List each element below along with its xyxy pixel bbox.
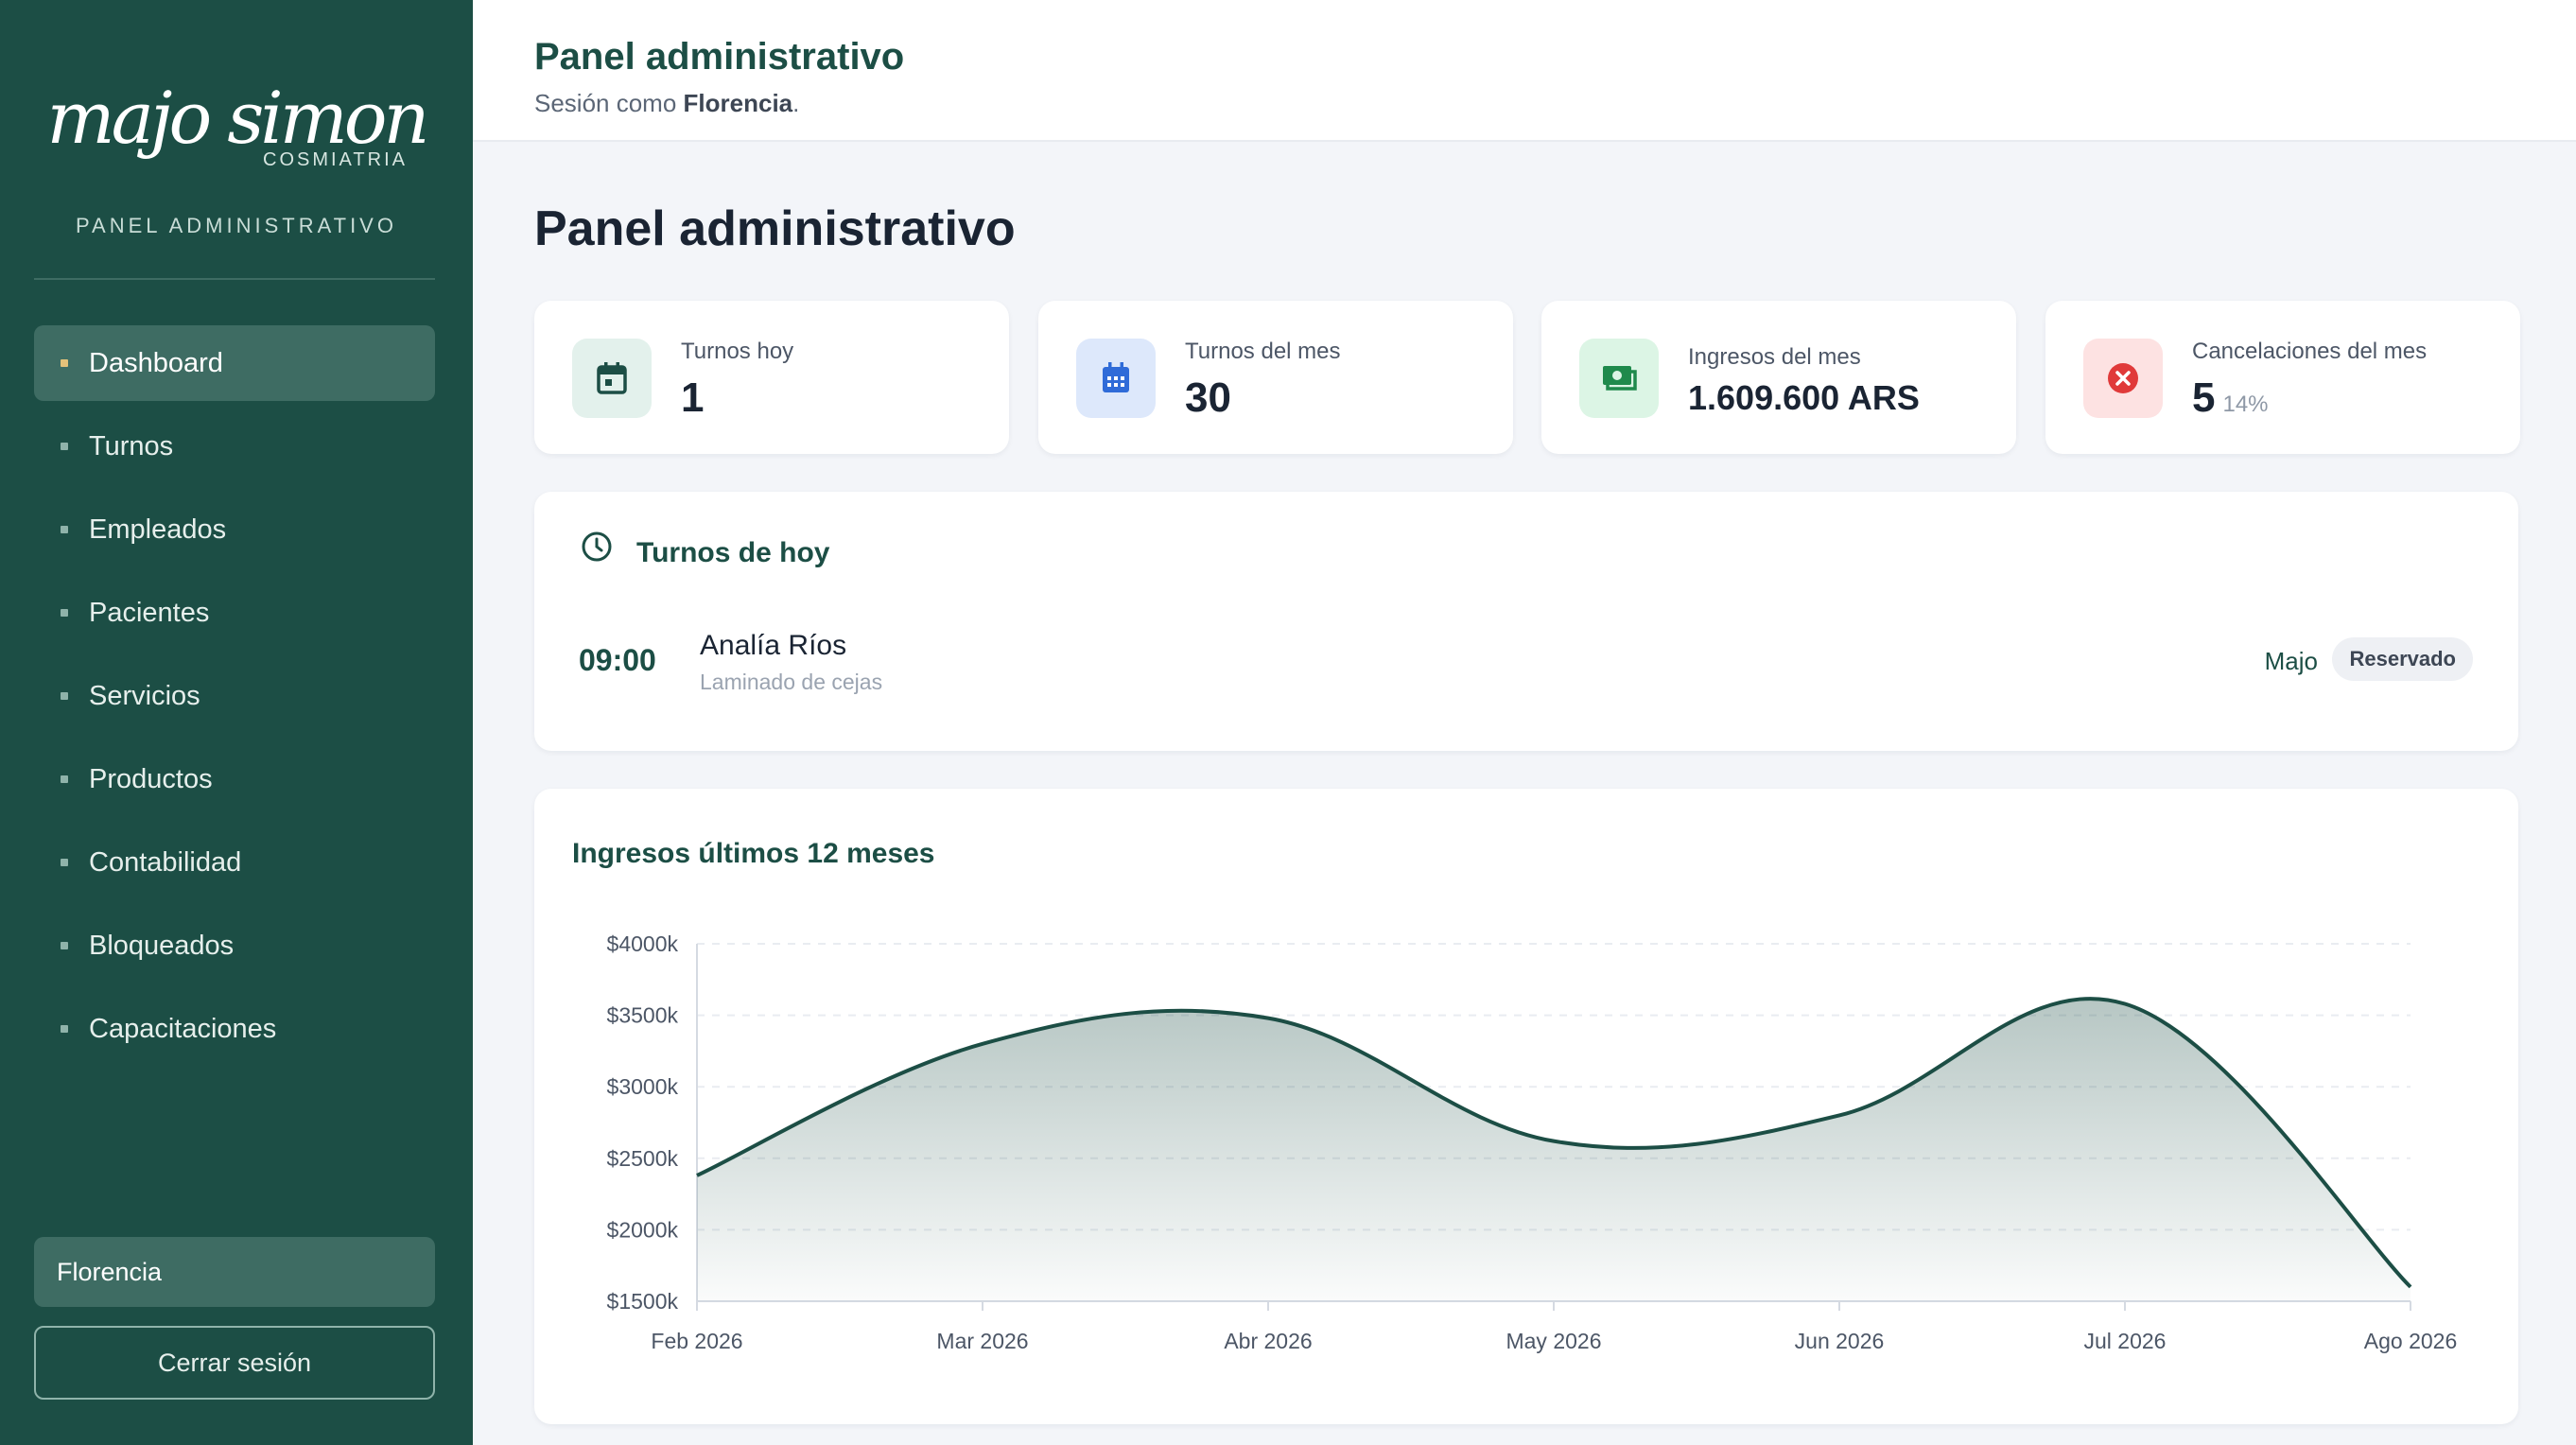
x-tick-label: Mar 2026: [936, 1329, 1028, 1353]
bullet-icon: [61, 775, 68, 783]
stat-label: Turnos hoy: [681, 339, 794, 364]
brand-logo[interactable]: majo simon COSMIATRIA: [0, 76, 473, 170]
sidebar: majo simon COSMIATRIA PANEL ADMINISTRATI…: [0, 0, 473, 1445]
bullet-icon: [61, 692, 68, 700]
chart-title: Ingresos últimos 12 meses: [572, 838, 935, 869]
money-icon: [1579, 339, 1659, 418]
topbar: Panel administrativo Sesión como Florenc…: [473, 0, 2576, 142]
y-tick-label: $4000k: [607, 931, 679, 956]
section-title: Turnos de hoy: [636, 537, 830, 568]
sidebar-item-bloqueados[interactable]: Bloqueados: [34, 908, 435, 984]
x-tick-label: Jun 2026: [1795, 1329, 1885, 1353]
stat-label: Ingresos del mes: [1688, 344, 1861, 370]
area-fill: [697, 999, 2411, 1301]
revenue-chart: $1500k $2000k $2500k $3000k $3500k $4000k Feb …: [607, 931, 2458, 1353]
sidebar-item-label: Bloqueados: [89, 930, 235, 961]
clock-icon: [580, 530, 614, 568]
stat-value: 1: [681, 374, 705, 421]
y-tick-label: $3000k: [607, 1074, 679, 1099]
x-tick-label: Feb 2026: [651, 1329, 742, 1353]
x-tick-label: May 2026: [1506, 1329, 1601, 1353]
stat-card-turnos-mes: Turnos del mes 30: [1038, 301, 1513, 454]
appointment-service: Laminado de cejas: [700, 670, 883, 694]
sidebar-item-servicios[interactable]: Servicios: [34, 658, 435, 734]
bullet-icon: [61, 609, 68, 617]
x-tick-label: Jul 2026: [2084, 1329, 2167, 1353]
y-tick-label: $1500k: [607, 1289, 679, 1314]
x-tick-label: Abr 2026: [1224, 1329, 1312, 1353]
stat-label: Cancelaciones del mes: [2192, 339, 2428, 364]
sidebar-subtitle: PANEL ADMINISTRATIVO: [76, 214, 397, 237]
bullet-icon: [61, 859, 68, 866]
sidebar-item-productos[interactable]: Productos: [34, 741, 435, 817]
x-tick-label: Ago 2026: [2364, 1329, 2457, 1353]
stat-value: 30: [1185, 374, 1231, 421]
sidebar-item-label: Pacientes: [89, 597, 210, 628]
sidebar-item-pacientes[interactable]: Pacientes: [34, 575, 435, 651]
sidebar-nav: Dashboard Turnos Empleados Pacientes Ser…: [34, 325, 435, 1074]
sidebar-item-label: Servicios: [89, 680, 200, 711]
current-user: Florencia: [34, 1237, 435, 1307]
stat-card-ingresos-mes: Ingresos del mes 1.609.600 ARS: [1541, 301, 2016, 454]
stat-value: 5 14%: [2192, 374, 2269, 422]
series-line: [696, 997, 2412, 1289]
sidebar-item-label: Dashboard: [89, 347, 223, 378]
bullet-icon: [61, 1025, 68, 1033]
sidebar-item-label: Turnos: [89, 430, 174, 461]
appointment-time: 09:00: [579, 643, 656, 677]
sidebar-item-turnos[interactable]: Turnos: [34, 409, 435, 484]
bullet-icon: [61, 526, 68, 533]
revenue-chart-panel: Ingresos últimos 12 meses $1500k $2000k $2…: [534, 789, 2518, 1424]
sidebar-item-capacitaciones[interactable]: Capacitaciones: [34, 991, 435, 1067]
stat-card-cancelaciones-mes: Cancelaciones del mes 5 14%: [2045, 301, 2520, 454]
y-tick-label: $2500k: [607, 1146, 679, 1171]
stat-card-turnos-hoy: Turnos hoy 1: [534, 301, 1009, 454]
stat-label: Turnos del mes: [1185, 339, 1341, 364]
logo-wordmark: majo simon: [46, 76, 430, 160]
sidebar-divider: [34, 278, 435, 280]
stat-value-number: 5: [2192, 374, 2216, 421]
header-title: Panel administrativo: [534, 36, 905, 78]
bullet-icon: [61, 359, 68, 367]
sidebar-item-contabilidad[interactable]: Contabilidad: [34, 825, 435, 900]
today-appointments-panel: Turnos de hoy 09:00 Analía Ríos Laminado…: [534, 492, 2518, 751]
sidebar-item-empleados[interactable]: Empleados: [34, 492, 435, 567]
session-prefix: Sesión como: [534, 89, 677, 117]
cancel-icon: [2083, 339, 2163, 418]
sidebar-item-label: Contabilidad: [89, 846, 242, 878]
y-tick-label: $2000k: [607, 1217, 679, 1242]
bullet-icon: [61, 942, 68, 949]
cancel-percentage: 14%: [2222, 392, 2269, 417]
appointment-staff: Majo: [2264, 647, 2318, 675]
sidebar-item-label: Capacitaciones: [89, 1013, 277, 1044]
session-user: Florencia: [683, 89, 793, 117]
page-title: Panel administrativo: [534, 201, 1016, 256]
calendar-icon: [572, 339, 652, 418]
appointment-patient: Analía Ríos: [700, 630, 847, 661]
stat-value: 1.609.600 ARS: [1688, 378, 1920, 417]
bullet-icon: [61, 443, 68, 450]
calendar-grid-icon: [1076, 339, 1156, 418]
sidebar-item-label: Productos: [89, 763, 213, 794]
y-tick-label: $3500k: [607, 1003, 679, 1028]
session-suffix: .: [792, 89, 800, 117]
logo-subtitle: COSMIATRIA: [263, 149, 408, 170]
session-info: Sesión como Florencia.: [534, 89, 799, 118]
sidebar-item-dashboard[interactable]: Dashboard: [34, 325, 435, 401]
logout-button[interactable]: Cerrar sesión: [34, 1326, 435, 1400]
status-badge: Reservado: [2332, 637, 2473, 681]
sidebar-item-label: Empleados: [89, 514, 227, 545]
